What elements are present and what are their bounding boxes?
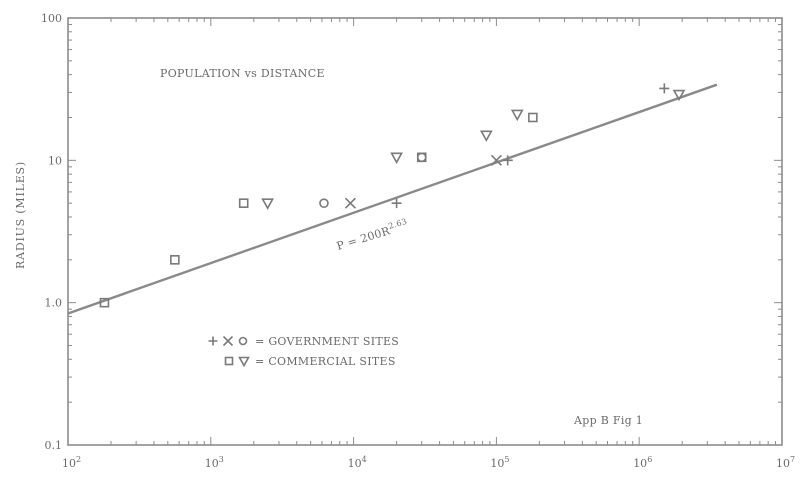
x-tick-label: 103	[205, 455, 224, 470]
fit-line	[67, 83, 718, 315]
point-circle	[319, 198, 329, 208]
legend-marker-triangle-down	[238, 356, 250, 368]
point-square	[99, 297, 110, 308]
legend-commercial	[224, 356, 250, 368]
x-tick-labels: 102 103 104 105 106 107	[62, 455, 795, 470]
x-tick-label: 106	[633, 455, 652, 470]
x-tick-label: 102	[62, 455, 81, 470]
point-plus	[502, 155, 513, 166]
legend-marker-x	[222, 335, 234, 347]
point-plus	[659, 83, 670, 94]
point-square	[528, 112, 538, 123]
legend-commercial-text: = COMMERCIAL SITES	[255, 355, 396, 368]
point-x	[344, 197, 356, 209]
point-triangle-down	[479, 130, 493, 142]
x-tick-label: 105	[490, 455, 509, 470]
point-triangle-down	[390, 152, 403, 164]
legend-government-text: = GOVERNMENT SITES	[255, 335, 399, 348]
fit-label-prefix: P = 200R	[335, 224, 392, 253]
y-tick-label: 10	[48, 154, 62, 167]
data-points	[99, 83, 686, 308]
chart-title: POPULATION vs DISTANCE	[160, 67, 325, 80]
y-tick-label: 100	[41, 12, 62, 25]
figure-annotation: App B Fig 1	[573, 414, 643, 427]
y-axis-label: RADIUS (MILES)	[14, 161, 27, 269]
point-square	[416, 152, 427, 163]
point-triangle-down	[510, 109, 524, 122]
legend: = GOVERNMENT SITES = COMMERCIAL SITES	[208, 335, 399, 368]
legend-marker-square	[224, 356, 234, 366]
y-tick-label: 1.0	[45, 297, 63, 310]
legend-government	[208, 335, 248, 347]
legend-marker-circle	[238, 336, 248, 346]
x-tick-label: 104	[348, 455, 367, 470]
point-triangle-down	[672, 89, 686, 102]
x-tick-label: 107	[776, 455, 795, 470]
legend-marker-plus	[208, 336, 218, 346]
point-triangle-down	[261, 198, 274, 210]
plot-frame	[67, 17, 783, 446]
y-tick-label: 0.1	[45, 439, 63, 452]
point-circle	[416, 152, 427, 163]
axis-ticks	[67, 18, 782, 446]
point-square	[170, 255, 180, 265]
y-tick-labels: 0.1 1.0 10 100	[41, 12, 62, 452]
point-x	[490, 154, 502, 166]
point-plus	[391, 198, 402, 209]
fit-label-exponent: 2.63	[387, 217, 408, 231]
fit-line-label: P = 200R2.63	[334, 217, 409, 253]
point-square	[238, 198, 249, 208]
